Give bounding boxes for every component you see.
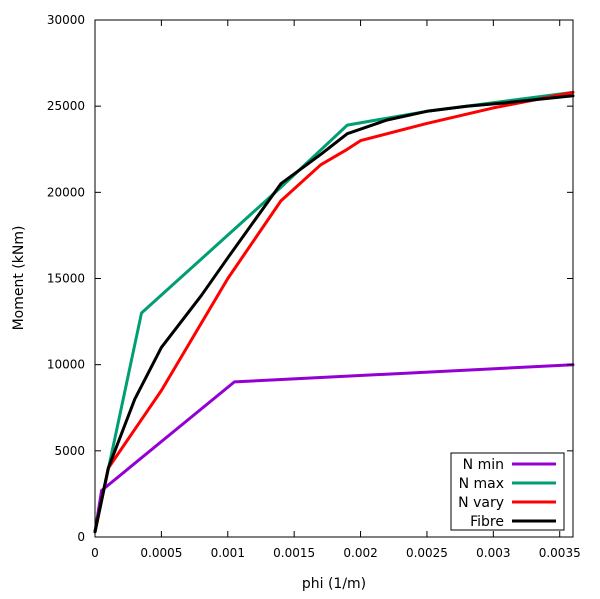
x-tick-label: 0.003 bbox=[476, 546, 510, 560]
legend: N min N max N vary Fibre bbox=[450, 452, 565, 531]
y-tick-label: 15000 bbox=[47, 272, 85, 286]
x-tick-label: 0 bbox=[91, 546, 99, 560]
legend-label-n-max: N max bbox=[459, 476, 504, 492]
x-tick-label: 0.0025 bbox=[406, 546, 448, 560]
legend-label-fibre: Fibre bbox=[470, 514, 504, 530]
series-line-n-vary bbox=[93, 90, 575, 534]
legend-box bbox=[450, 452, 565, 531]
x-axis-title: phi (1/m) bbox=[302, 576, 366, 592]
x-tick-label: 0.0035 bbox=[539, 546, 581, 560]
series-layer bbox=[93, 90, 575, 534]
y-axis: 0 5000 10000 15000 20000 25000 30000 bbox=[47, 13, 573, 544]
x-tick-label: 0.0015 bbox=[273, 546, 315, 560]
y-tick-label: 5000 bbox=[54, 444, 85, 458]
y-tick-label: 0 bbox=[77, 530, 85, 544]
series-line-fibre bbox=[93, 94, 575, 534]
legend-label-n-vary: N vary bbox=[458, 495, 504, 511]
legend-label-n-min: N min bbox=[463, 457, 504, 473]
y-tick-label: 25000 bbox=[47, 99, 85, 113]
x-tick-label: 0.0005 bbox=[140, 546, 182, 560]
x-axis: 0 0.0005 0.001 0.0015 0.002 0.0025 0.003 0.0035 bbox=[91, 20, 581, 560]
x-tick-label: 0.001 bbox=[211, 546, 245, 560]
y-tick-label: 10000 bbox=[47, 358, 85, 372]
y-tick-label: 20000 bbox=[47, 185, 85, 199]
x-tick-label: 0.002 bbox=[343, 546, 377, 560]
y-tick-label: 30000 bbox=[47, 13, 85, 27]
y-axis-title: Moment (kNm) bbox=[11, 226, 27, 331]
